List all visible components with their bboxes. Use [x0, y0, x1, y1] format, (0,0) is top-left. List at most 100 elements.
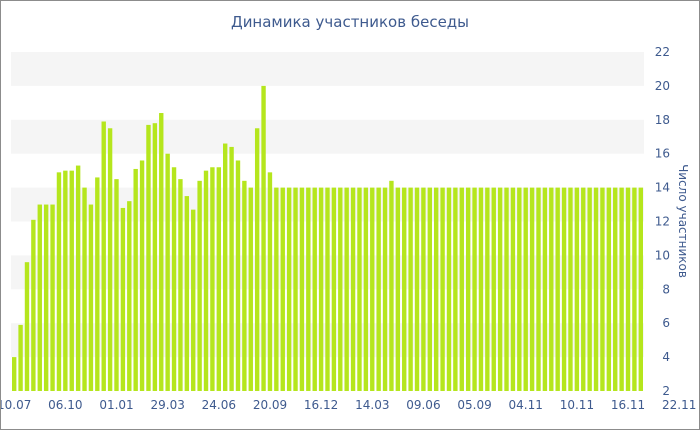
- bar: [395, 187, 401, 391]
- bar: [408, 187, 413, 391]
- y-tick-label: 10: [655, 248, 670, 262]
- bar: [171, 167, 177, 391]
- bar: [274, 187, 279, 391]
- bar: [478, 187, 484, 391]
- bar: [625, 187, 631, 391]
- bar: [127, 201, 132, 391]
- bar: [491, 187, 496, 391]
- bar: [344, 187, 349, 391]
- x-tick-label: 09.06: [406, 398, 440, 412]
- bar: [465, 187, 471, 391]
- bar: [363, 187, 369, 391]
- bar: [235, 160, 241, 391]
- bar: [542, 187, 548, 391]
- bar: [504, 187, 509, 391]
- bar: [568, 187, 573, 391]
- bar: [472, 187, 477, 391]
- x-tick-label: 01.01: [99, 398, 133, 412]
- y-tick-label: 4: [662, 350, 670, 364]
- bar: [107, 128, 113, 391]
- x-tick-label: 29.03: [151, 398, 185, 412]
- bar: [587, 187, 592, 391]
- bar: [459, 187, 464, 391]
- bar: [402, 187, 407, 391]
- bars: [12, 85, 643, 392]
- grid-band: [11, 52, 644, 86]
- bar: [254, 128, 260, 391]
- bar: [357, 187, 362, 391]
- y-tick-label: 20: [655, 79, 670, 93]
- bar: [133, 168, 138, 391]
- y-tick-label: 16: [655, 147, 670, 161]
- bar: [517, 187, 522, 391]
- bar: [370, 187, 375, 391]
- bar: [75, 165, 81, 391]
- y-tick-label: 22: [655, 45, 670, 59]
- bar: [120, 207, 126, 391]
- bar: [638, 187, 643, 391]
- y-tick-label: 8: [662, 282, 670, 296]
- bar: [191, 209, 196, 391]
- bar: [593, 187, 599, 391]
- bar: [581, 187, 586, 391]
- bar: [561, 187, 567, 391]
- bar: [338, 187, 343, 391]
- bar: [523, 187, 528, 391]
- bar: [18, 324, 23, 391]
- bar: [325, 187, 330, 391]
- bar: [529, 187, 535, 391]
- bar: [350, 187, 356, 391]
- bar: [555, 187, 560, 391]
- bar: [510, 187, 516, 391]
- bar: [389, 180, 394, 391]
- x-tick-label: 24.06: [202, 398, 236, 412]
- y-tick-label: 12: [655, 215, 670, 229]
- x-tick-label: 10.11: [560, 398, 594, 412]
- bar: [613, 187, 618, 391]
- bar: [248, 187, 253, 391]
- bar: [421, 187, 426, 391]
- bar: [178, 179, 183, 392]
- bar: [24, 262, 30, 391]
- x-tick-label: 16.12: [304, 398, 338, 412]
- bar: [427, 187, 432, 391]
- bar: [56, 172, 62, 391]
- bar: [382, 187, 388, 391]
- bar: [88, 204, 94, 391]
- y-tick-label: 18: [655, 113, 670, 127]
- grid-band: [11, 119, 644, 154]
- bar: [600, 187, 605, 391]
- bar: [414, 187, 420, 391]
- bar: [95, 177, 100, 391]
- bar: [229, 146, 234, 391]
- bar: [331, 187, 337, 391]
- x-tick-label: 04.11: [509, 398, 543, 412]
- x-tick-label: 20.09: [253, 398, 287, 412]
- x-tick-label: 05.09: [457, 398, 491, 412]
- bar: [203, 170, 209, 391]
- bar: [536, 187, 541, 391]
- bar: [50, 204, 55, 391]
- bar: [82, 187, 87, 391]
- x-tick-label: 14.03: [355, 398, 389, 412]
- x-tick-label: 22.11: [662, 398, 696, 412]
- bar: [223, 143, 228, 391]
- bar: [242, 180, 247, 391]
- bar: [286, 187, 292, 391]
- x-tick-labels: 10.07 06.10 01.01 29.03 24.06 20.09 16.12 14.03…: [1, 398, 696, 412]
- y-tick-label: 6: [662, 316, 670, 330]
- bar: [69, 170, 74, 391]
- y-tick-label: 14: [655, 181, 670, 195]
- bar: [31, 219, 36, 391]
- x-tick-label: 16.11: [611, 398, 645, 412]
- bar: [152, 123, 158, 391]
- bar: [114, 179, 119, 392]
- bar: [197, 180, 202, 391]
- bar: [619, 187, 624, 391]
- bar: [299, 187, 305, 391]
- bar: [267, 172, 273, 391]
- bar: [210, 167, 215, 391]
- bar: [63, 170, 68, 391]
